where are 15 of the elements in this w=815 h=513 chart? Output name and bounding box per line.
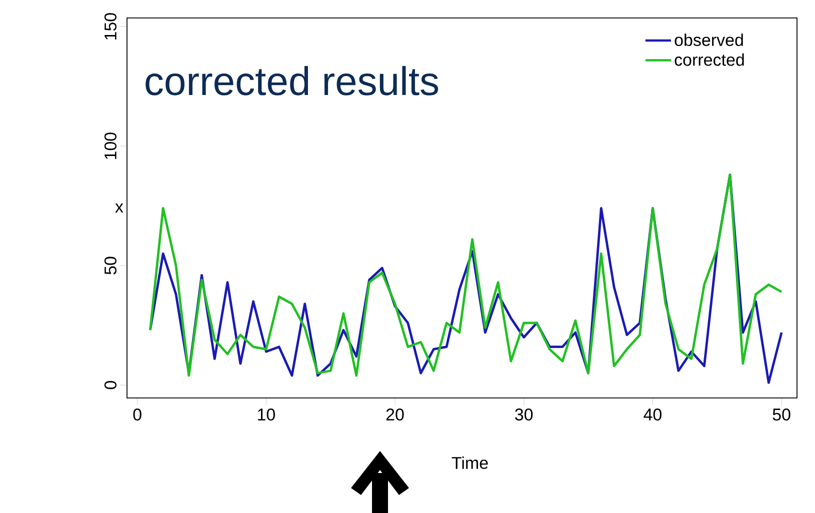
- y-tick-label: 0: [104, 381, 116, 390]
- x-tick-label: 30: [515, 408, 533, 421]
- x-tick-label: 50: [772, 408, 790, 421]
- x-tick-label: 40: [644, 408, 662, 421]
- legend-label: corrected: [674, 53, 744, 66]
- x-tick-label: 0: [133, 408, 142, 421]
- x-axis-title: Time: [452, 456, 488, 469]
- x-tick-label: 20: [386, 408, 404, 421]
- legend-label: observed: [674, 34, 743, 46]
- y-tick-label: 150: [104, 13, 116, 40]
- x-tick-label: 10: [258, 408, 275, 421]
- y-tick-label: 50: [104, 256, 116, 274]
- y-axis-title: x: [115, 203, 124, 212]
- text: corrected results: [146, 66, 438, 96]
- y-tick-label: 100: [104, 132, 116, 159]
